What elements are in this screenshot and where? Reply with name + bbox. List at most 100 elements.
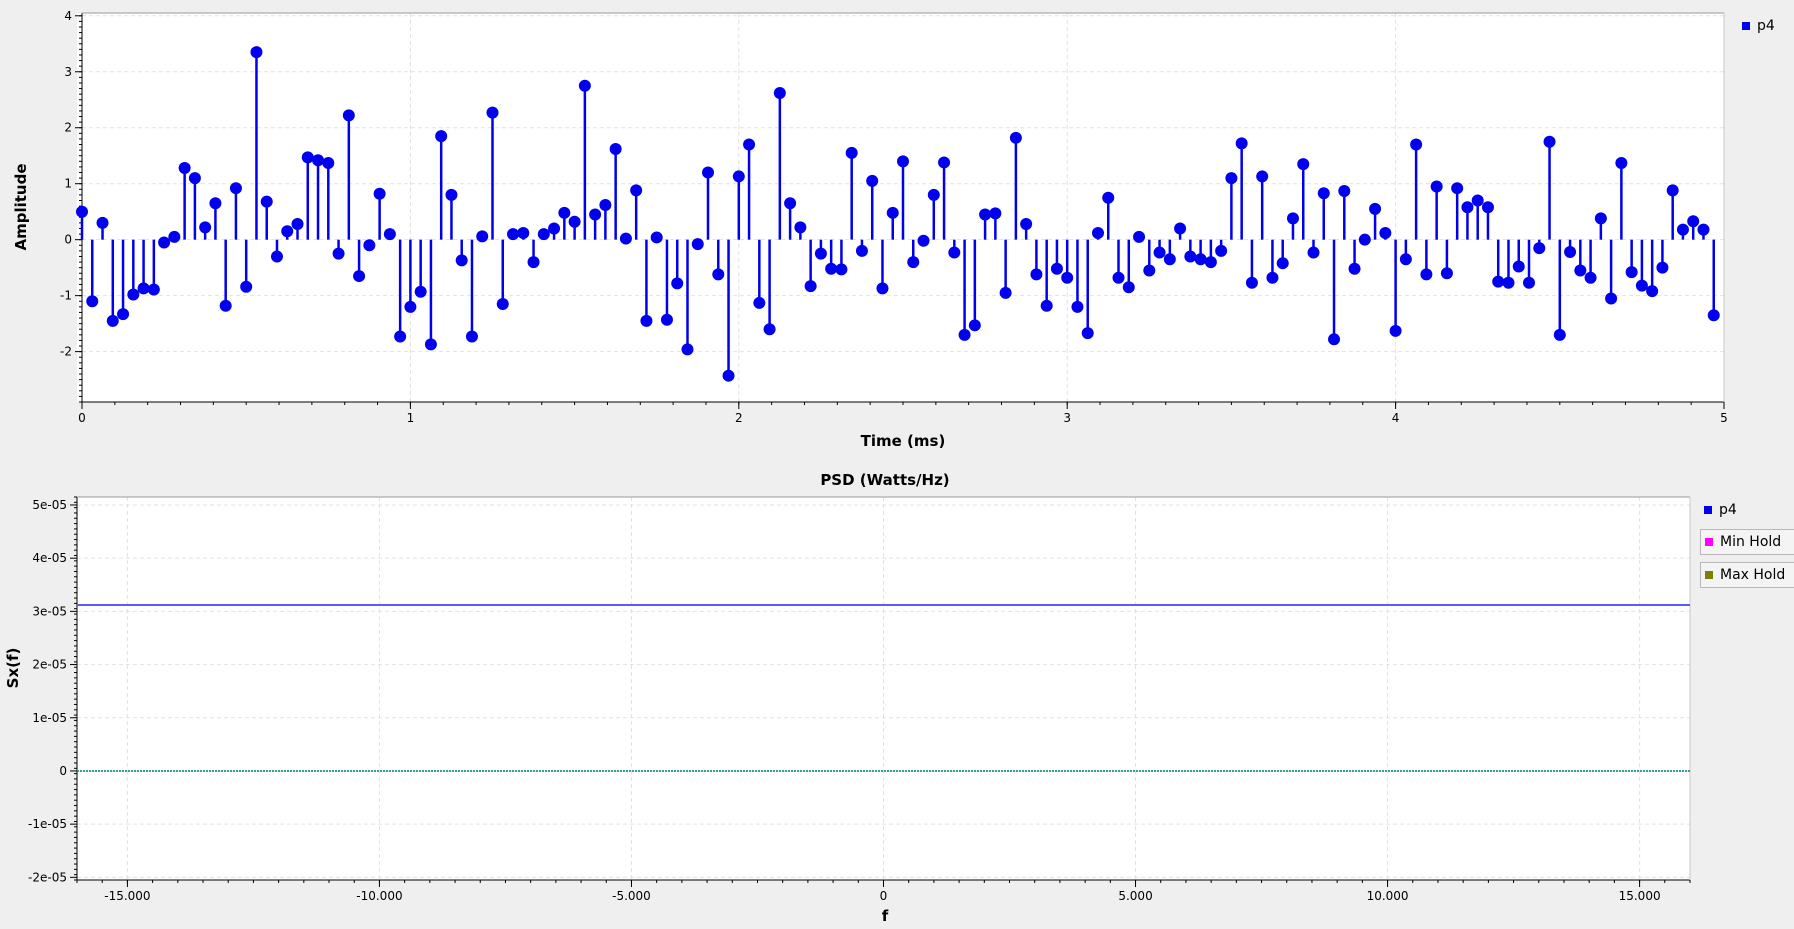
psd-legend-max-hold[interactable]: Max Hold xyxy=(1700,562,1794,588)
x-tick-label: -10.000 xyxy=(356,889,402,903)
stem-marker xyxy=(476,230,489,243)
stem-marker xyxy=(96,216,109,229)
time-plot-stems xyxy=(76,46,1720,382)
stem-marker xyxy=(465,330,478,343)
x-tick-label: 3 xyxy=(1063,411,1071,425)
y-tick-label: 2e-05 xyxy=(32,658,67,672)
stem-marker xyxy=(240,280,253,293)
stem-marker xyxy=(825,262,838,275)
stem-marker xyxy=(886,206,899,219)
stem-marker xyxy=(147,283,160,296)
psd-legend-min-hold[interactable]: Min Hold xyxy=(1700,529,1794,555)
x-tick-label: 1 xyxy=(407,411,415,425)
stem-marker xyxy=(1492,275,1505,288)
stem-marker xyxy=(1071,300,1084,313)
stem-marker xyxy=(1440,267,1453,280)
y-tick-label: 5e-05 xyxy=(32,498,67,512)
stem-marker xyxy=(753,296,766,309)
stem-marker xyxy=(1338,184,1351,197)
stem-marker xyxy=(537,228,550,241)
legend-label: p4 xyxy=(1719,502,1737,518)
stem-marker xyxy=(845,146,858,159)
psd-plot-y-label: Sx(f) xyxy=(4,648,22,689)
stem-marker xyxy=(855,244,868,257)
stem-marker xyxy=(1204,256,1217,269)
stem-marker xyxy=(794,221,807,234)
stem-marker xyxy=(671,277,684,290)
legend-swatch-p4 xyxy=(1704,506,1712,514)
stem-marker xyxy=(1133,230,1146,243)
legend-swatch-max-hold xyxy=(1705,571,1713,579)
psd-plot-x-label: f xyxy=(882,907,889,925)
y-tick-label: 1 xyxy=(64,177,72,191)
x-tick-label: 0 xyxy=(78,411,86,425)
legend-label: p4 xyxy=(1757,18,1775,34)
stem-marker xyxy=(1348,262,1361,275)
stem-marker xyxy=(743,138,756,151)
stem-marker xyxy=(1553,328,1566,341)
stem-marker xyxy=(76,205,88,218)
legend-swatch-p4 xyxy=(1742,22,1750,30)
y-tick-label: -1 xyxy=(60,289,72,303)
stem-marker xyxy=(281,225,294,238)
stem-marker xyxy=(1646,285,1659,298)
stem-marker xyxy=(517,226,530,239)
time-plot-area[interactable] xyxy=(77,13,1724,402)
y-tick-label: 4 xyxy=(64,9,72,23)
stem-marker xyxy=(989,207,1002,220)
stem-marker xyxy=(1122,281,1135,294)
stem-marker xyxy=(1707,309,1720,322)
stem-marker xyxy=(1471,194,1484,207)
stem-marker xyxy=(455,254,468,267)
time-plot-legend-p4[interactable]: p4 xyxy=(1738,13,1781,39)
stem-marker xyxy=(938,156,951,169)
stem-marker xyxy=(712,268,725,281)
stem-marker xyxy=(814,247,827,260)
stem-marker xyxy=(1676,223,1689,236)
x-tick-label: 5.000 xyxy=(1118,889,1152,903)
y-tick-label: 2 xyxy=(64,121,72,135)
stem-marker xyxy=(958,328,971,341)
stem-marker xyxy=(1153,246,1166,259)
stem-marker xyxy=(999,286,1012,299)
psd-plot-axes xyxy=(70,496,1691,887)
stem-marker xyxy=(1369,202,1382,215)
stem-marker xyxy=(1081,327,1094,340)
stem-marker xyxy=(209,197,222,210)
stem-marker xyxy=(106,314,119,327)
stem-marker xyxy=(117,308,130,321)
stem-marker xyxy=(1594,212,1607,225)
psd-plot-title: PSD (Watts/Hz) xyxy=(820,471,949,489)
stem-marker xyxy=(1307,246,1320,259)
stem-marker xyxy=(548,222,561,235)
time-plot-x-ticks: 0 1 2 3 4 5 xyxy=(78,411,1728,425)
stem-marker xyxy=(424,338,437,351)
stem-marker xyxy=(168,230,181,243)
stem-marker xyxy=(1584,271,1597,284)
stem-marker xyxy=(312,154,325,167)
stem-marker xyxy=(1574,264,1587,277)
time-plot: 4 3 2 1 0 -1 -2 0 1 2 3 4 5 Time (ms) Amplitude xyxy=(12,9,1728,450)
psd-legend-p4[interactable]: p4 xyxy=(1700,497,1743,523)
y-tick-label: 4e-05 xyxy=(32,551,67,565)
stem-marker xyxy=(219,299,232,312)
stem-marker xyxy=(1666,184,1679,197)
y-tick-label: -2 xyxy=(60,345,72,359)
stem-marker xyxy=(127,288,140,301)
stem-marker xyxy=(1533,242,1546,255)
stem-marker xyxy=(589,208,602,221)
stem-marker xyxy=(1379,226,1392,239)
stem-marker xyxy=(1502,276,1515,289)
stem-marker xyxy=(1697,223,1710,236)
stem-marker xyxy=(496,298,509,311)
stem-marker xyxy=(1297,158,1310,171)
stem-marker xyxy=(1286,212,1299,225)
stem-marker xyxy=(927,188,940,201)
stem-marker xyxy=(1481,201,1494,214)
stem-marker xyxy=(1194,253,1207,266)
stem-marker xyxy=(1615,157,1628,170)
stem-marker xyxy=(158,236,171,249)
x-tick-label: 15.000 xyxy=(1619,889,1661,903)
psd-plot-y-ticks: 5e-05 4e-05 3e-05 2e-05 1e-05 0 -1e-05 -2e-05 xyxy=(28,498,67,884)
stem-marker xyxy=(1143,264,1156,277)
